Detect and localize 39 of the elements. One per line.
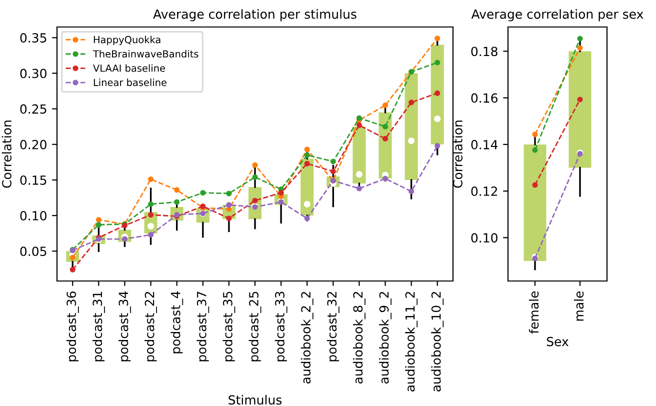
chart-title: Average correlation per sex	[471, 9, 644, 22]
x-tick-label: podcast_31	[92, 292, 105, 362]
y-axis-title: Correlation	[2, 120, 12, 188]
x-tick-label: audiobook_10_2	[431, 292, 444, 392]
x-tick-label: audiobook_8_2	[352, 292, 366, 384]
y-tick-label: 0.18	[471, 46, 498, 56]
legend-label: TheBrainwaveBandits	[92, 50, 198, 58]
x-tick-label: male	[574, 291, 584, 321]
x-tick-label: podcast_33	[274, 292, 288, 362]
x-tick-label: audiobook_9_2	[379, 292, 392, 384]
x-tick-label: podcast_36	[66, 292, 79, 362]
legend-label: Linear baseline	[94, 78, 166, 86]
x-tick-label: podcast_35	[222, 292, 236, 362]
y-tick-label: 0.16	[471, 93, 498, 103]
x-tick-label: audiobook_11_2	[405, 292, 418, 392]
x-tick-label: podcast_34	[118, 291, 131, 362]
chart-title: Average correlation per stimulus	[153, 9, 356, 22]
x-tick-label: podcast_32	[326, 292, 340, 362]
y-tick-label: 0.14	[471, 140, 498, 150]
y-tick-label: 0.35	[20, 33, 46, 43]
x-tick-label: podcast_25	[248, 292, 262, 362]
legend-label: VLAAI baseline	[93, 64, 165, 72]
x-axis-title: Sex	[546, 336, 568, 346]
y-tick-label: 0.25	[20, 104, 46, 114]
x-axis-title: Stimulus	[228, 394, 282, 405]
y-tick-label: 0.10	[20, 211, 46, 220]
x-tick-label: podcast_37	[196, 292, 210, 362]
y-tick-label: 0.30	[20, 68, 46, 78]
x-tick-label: podcast_4	[170, 291, 184, 354]
y-tick-label: 0.05	[20, 246, 46, 256]
x-tick-label: female	[528, 291, 539, 334]
y-axis-title: Correlation	[452, 120, 462, 188]
x-tick-label: audiobook_2_2	[300, 292, 314, 384]
x-tick-label: podcast_22	[144, 292, 158, 362]
y-tick-label: 0.12	[471, 186, 498, 196]
legend-label: HappyQuokka	[94, 36, 160, 46]
y-tick-label: 0.10	[471, 233, 498, 243]
y-tick-label: 0.15	[20, 175, 46, 185]
y-tick-label: 0.20	[20, 140, 46, 150]
